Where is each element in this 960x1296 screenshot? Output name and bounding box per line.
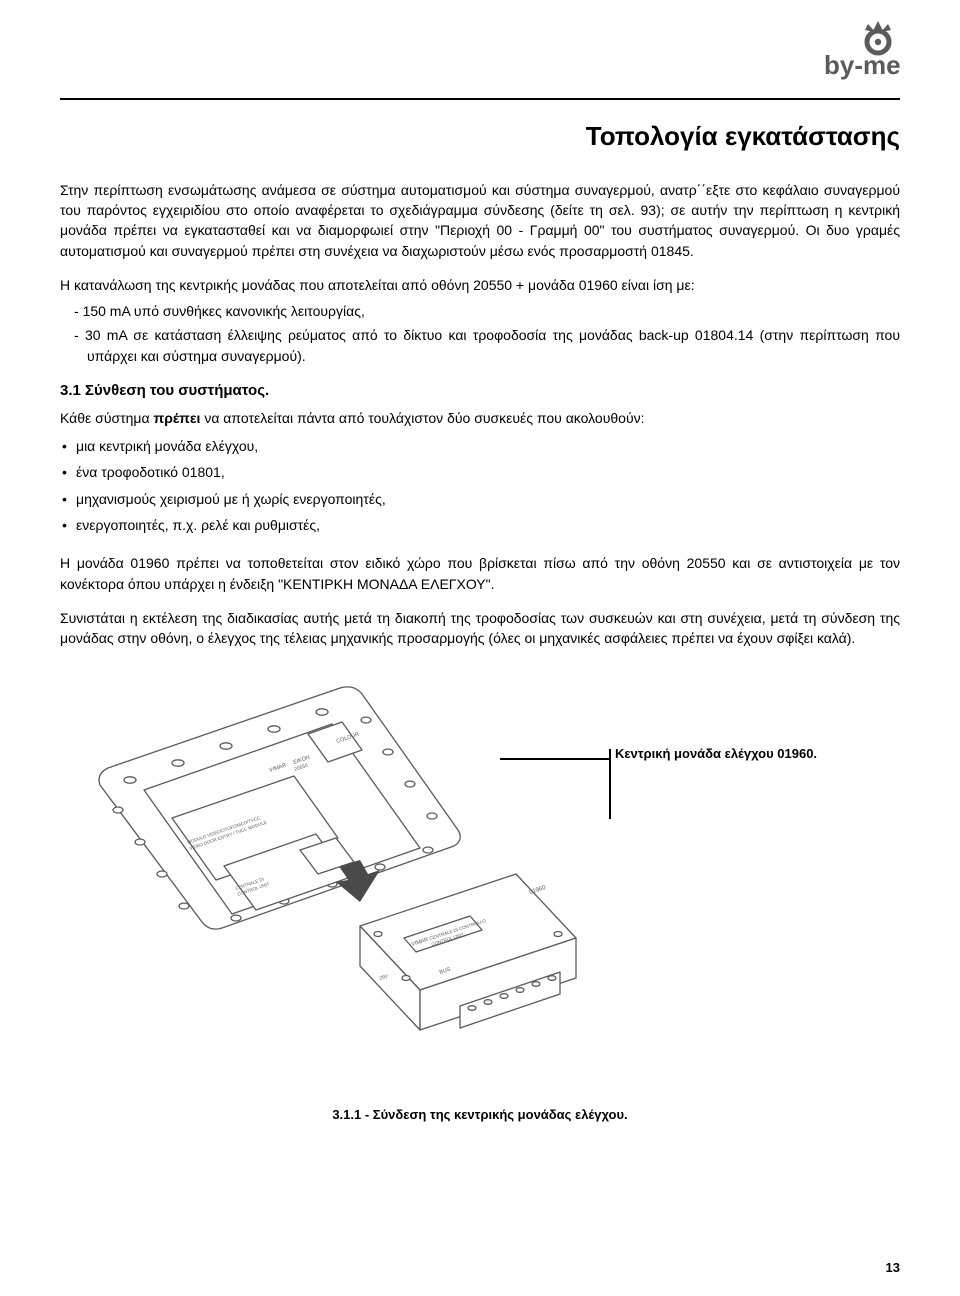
paragraph-2-intro: Η κατανάλωση της κεντρικής μονάδας που α… — [60, 275, 900, 295]
list-item: μια κεντρική μονάδα ελέγχου, — [60, 436, 900, 456]
list-item: μηχανισμούς χειρισμού με ή χωρίς ενεργοπ… — [60, 489, 900, 509]
paragraph-3: Η μονάδα 01960 πρέπει να τοποθετείται στ… — [60, 553, 900, 594]
page-number: 13 — [886, 1259, 900, 1278]
lead-part-b: πρέπει — [153, 410, 200, 426]
paragraph-4: Συνιστάται η εκτέλεση της διαδικασίας αυ… — [60, 608, 900, 649]
header-rule — [60, 98, 900, 100]
consumption-item-2: 30 mA σε κατάσταση έλλειψης ρεύματος από… — [74, 325, 900, 366]
brand-logo: by-me — [820, 18, 930, 80]
device-diagram: COLOUR VIMAR EIKON 20550 MODULO VIDEOCIT… — [60, 670, 620, 1090]
figure-3-1-1: COLOUR VIMAR EIKON 20550 MODULO VIDEOCIT… — [60, 670, 900, 1100]
section-3-1-lead: Κάθε σύστημα πρέπει να αποτελείται πάντα… — [60, 408, 900, 428]
consumption-item-1: 150 mA υπό συνθήκες κανονικής λειτουργία… — [74, 301, 900, 321]
section-3-1-heading: 3.1 Σύνθεση του συστήματος. — [60, 380, 900, 402]
figure-caption: 3.1.1 - Σύνδεση της κεντρικής μονάδας ελ… — [60, 1106, 900, 1125]
page-title: Τοπολογία εγκατάστασης — [60, 118, 900, 156]
lead-part-c: να αποτελείται πάντα από τουλάχιστον δύο… — [200, 410, 644, 426]
lead-part-a: Κάθε σύστημα — [60, 410, 153, 426]
callout-label: Κεντρική μονάδα ελέγχου 01960. — [615, 745, 817, 764]
requirements-list: μια κεντρική μονάδα ελέγχου, ένα τροφοδο… — [60, 436, 900, 535]
logo-text: by-me — [824, 50, 901, 80]
page-root: by-me Τοπολογία εγκατάστασης Στην περίπτ… — [0, 0, 960, 1296]
list-item: ένα τροφοδοτικό 01801, — [60, 462, 900, 482]
paragraph-1: Στην περίπτωση ενσωμάτωσης ανάμεσα σε σύ… — [60, 180, 900, 261]
mod2-code: 01960 — [529, 885, 547, 896]
callout-leader — [500, 758, 610, 760]
list-item: ενεργοποιητές, π.χ. ρελέ και ρυθμιστές, — [60, 515, 900, 535]
